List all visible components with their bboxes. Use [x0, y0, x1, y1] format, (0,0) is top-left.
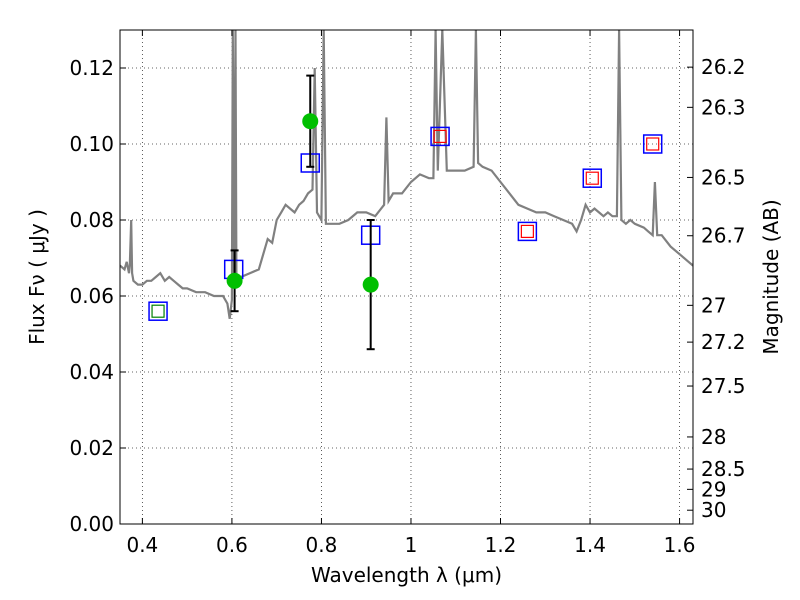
x-tick-label: 1.6: [664, 533, 696, 557]
model-photometry-box: [148, 301, 168, 321]
filter-marker: [433, 129, 447, 143]
y-tick-label: 0.00: [69, 512, 114, 536]
x-tick-label: 0.6: [216, 533, 248, 557]
tick-layer: 0.4 0.6 0.8 1 1.2 1.4 1.6 0.00 0.02 0.04 0.06 0.08 0…: [69, 30, 746, 557]
spectrum-line: [120, 30, 693, 319]
plot-frame: [119, 29, 694, 525]
mag-tick-label: 28.5: [701, 457, 746, 481]
mag-tick-label: 28: [701, 425, 726, 449]
x-tick-label: 1: [405, 533, 418, 557]
spectrum-layer: [120, 30, 693, 319]
filter-marker: [520, 224, 534, 238]
mag-tick-label: 26.3: [701, 95, 746, 119]
observed-point: [362, 276, 379, 293]
y-tick-label: 0.10: [69, 132, 114, 156]
mag-tick-label: 27.5: [701, 374, 746, 398]
x-tick-label: 0.8: [306, 533, 338, 557]
observed-point: [226, 272, 243, 289]
x-tick-label: 1.4: [574, 533, 606, 557]
grid-layer: [120, 30, 693, 525]
y-tick-label: 0.12: [69, 56, 114, 80]
right-axis-label: Magnitude (AB): [759, 199, 783, 354]
mag-tick-label: 26.7: [701, 224, 746, 248]
y-tick-label: 0.04: [69, 360, 114, 384]
y-tick-label: 0.08: [69, 208, 114, 232]
model-photometry-layer: [148, 126, 663, 321]
y-tick-label: 0.02: [69, 436, 114, 460]
y-tick-label: 0.06: [69, 284, 114, 308]
model-photometry-box: [517, 221, 538, 242]
x-tick-label: 0.4: [126, 533, 158, 557]
x-tick-label: 1.2: [485, 533, 517, 557]
observed-point: [302, 113, 319, 130]
mag-tick-label: 27.2: [701, 330, 746, 354]
model-photometry-box: [582, 168, 603, 188]
mag-tick-label: 29: [701, 477, 726, 501]
mag-tick-label: 30: [701, 498, 726, 522]
y-axis-label: Flux Fν ( μJy ): [25, 209, 49, 345]
mag-tick-label: 26.2: [701, 55, 746, 79]
filter-marker: [585, 171, 599, 185]
observed-photometry-layer: [226, 74, 379, 351]
filter-marker: [646, 137, 660, 151]
model-photometry-box: [642, 134, 663, 154]
axis-labels: Wavelength λ (μm) Flux Fν ( μJy ) Magnit…: [25, 199, 783, 587]
mag-tick-label: 27: [701, 293, 726, 317]
model-photometry-box: [430, 126, 450, 147]
x-axis-label: Wavelength λ (μm): [311, 563, 502, 587]
mag-tick-label: 26.5: [701, 165, 746, 189]
filter-marker: [151, 304, 165, 318]
